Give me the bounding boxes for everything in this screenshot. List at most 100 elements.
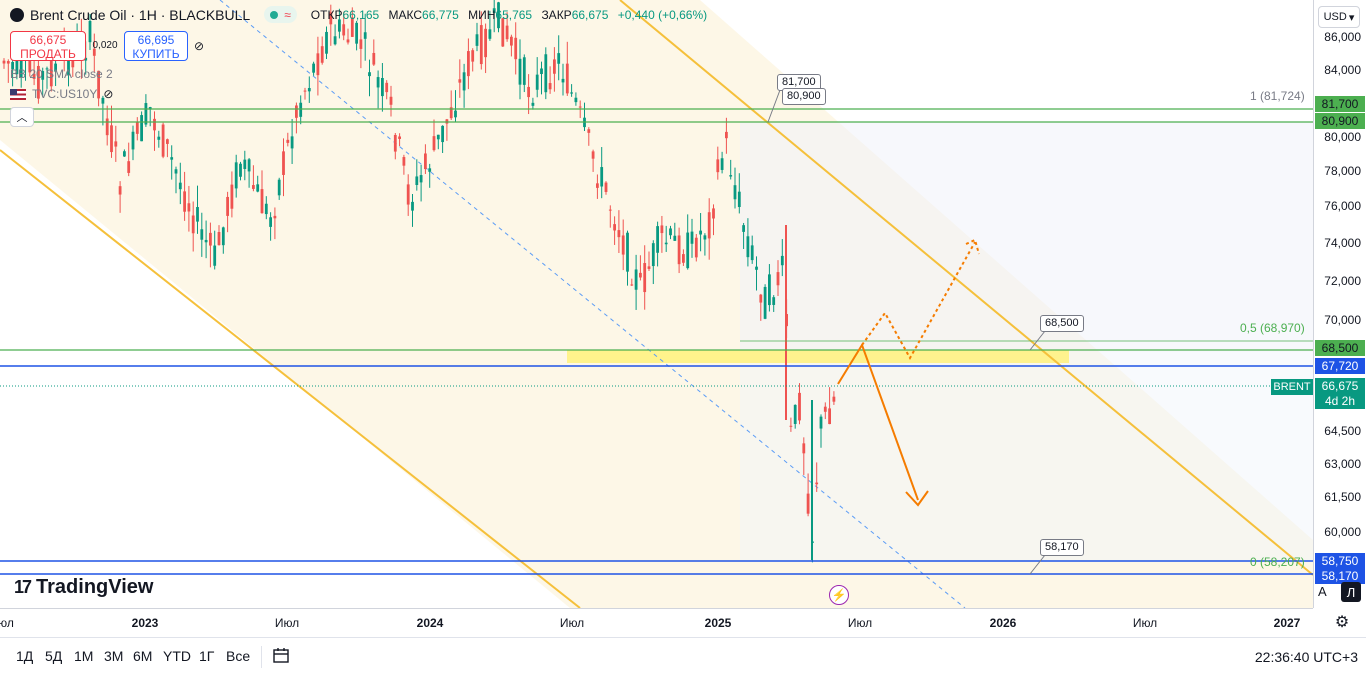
candle-body: [497, 2, 500, 29]
candle-body: [178, 182, 182, 190]
symbol-price-tag: BRENT: [1271, 379, 1313, 395]
wave-icon: ≈: [284, 7, 291, 22]
candle-body: [256, 184, 260, 192]
market-status-badge[interactable]: ≈: [264, 6, 297, 23]
tradingview-mark-icon: 17: [14, 577, 32, 597]
price-change: +0,440 (+0,66%): [617, 7, 708, 22]
time-tick: Июл: [274, 616, 300, 630]
candle-body: [574, 97, 578, 103]
candle-body: [247, 159, 251, 172]
toolbar-divider: [261, 646, 262, 668]
symbol-title[interactable]: Brent Crude Oil · 1H · BLACKBULL: [30, 6, 251, 23]
currency-button[interactable]: USD ▾: [1318, 6, 1360, 28]
candle-body: [105, 118, 109, 136]
settings-gear-icon[interactable]: ⚙: [1334, 614, 1350, 631]
callout-68500[interactable]: 68,500: [1040, 315, 1084, 332]
candle-body: [510, 36, 513, 46]
candle-body: [742, 225, 745, 232]
range-1y[interactable]: 1Г: [199, 648, 215, 664]
candle-body: [518, 58, 522, 85]
candle-body: [415, 176, 419, 185]
candle-body: [643, 263, 647, 293]
candle-body: [161, 124, 165, 157]
sell-button[interactable]: 66,675 ПРОДАТЬ: [10, 31, 86, 61]
candle-body: [647, 266, 651, 269]
candle-body: [617, 230, 621, 238]
indicator-us10y[interactable]: TVC:US10Y ⊘: [10, 87, 713, 101]
log-scale-button[interactable]: Л: [1341, 582, 1361, 602]
range-ytd[interactable]: YTD: [163, 648, 191, 664]
candle-body: [608, 209, 612, 211]
callout-pointer: [1029, 554, 1046, 575]
candle-body: [282, 151, 285, 175]
candle-body: [587, 129, 591, 133]
price-axis[interactable]: 86,00084,00082,50080,00078,00076,00074,0…: [1313, 0, 1366, 608]
indicator-bb[interactable]: BB 20 SMA close 2: [10, 67, 113, 81]
candle-body: [669, 228, 672, 236]
candle-body: [759, 294, 763, 303]
candle-body: [725, 131, 728, 139]
price-chart[interactable]: [0, 0, 1313, 608]
candle-body: [19, 56, 23, 77]
candle-body: [686, 232, 690, 269]
price-tick: 72,000: [1324, 274, 1361, 288]
candle-body: [505, 25, 509, 40]
us-flag-icon: [10, 88, 26, 100]
candle-body: [402, 157, 406, 166]
hide-eye-icon[interactable]: ⊘: [194, 39, 205, 53]
candle-body: [673, 235, 677, 241]
candle-body: [540, 68, 543, 75]
candle-body: [230, 184, 234, 209]
candle-body: [531, 102, 535, 106]
candle-body: [789, 425, 793, 427]
candle-body: [802, 443, 806, 454]
candle-body: [832, 396, 836, 402]
candle-body: [200, 229, 204, 240]
callout-80900[interactable]: 80,900: [782, 88, 826, 105]
hide-eye-icon[interactable]: ⊘: [103, 87, 114, 101]
candle-body: [148, 107, 152, 110]
calendar-range-icon[interactable]: [272, 646, 290, 664]
candle-body: [626, 232, 629, 272]
candle-body: [97, 70, 100, 99]
range-1d[interactable]: 1Д: [16, 648, 34, 664]
price-tick: 61,500: [1324, 490, 1361, 504]
buy-button[interactable]: 66,695 КУПИТЬ: [124, 31, 188, 61]
candle-body: [712, 208, 715, 219]
time-tick: 2025: [704, 616, 732, 630]
candle-body: [488, 29, 492, 39]
candle-body: [772, 297, 776, 305]
range-3m[interactable]: 3М: [104, 648, 124, 664]
candle-body: [338, 19, 341, 32]
clock[interactable]: 22:36:40 UTC+3: [1254, 649, 1358, 665]
time-tick: 2023: [131, 616, 159, 630]
candle-body: [411, 201, 414, 211]
candle-body: [385, 82, 389, 93]
auto-scale-button[interactable]: A: [1318, 584, 1327, 599]
candle-body: [28, 59, 32, 73]
candle-body: [264, 203, 268, 215]
time-axis[interactable]: юл 2023 Июл 2024 Июл 2025 Июл 2026 Июл 2027: [0, 608, 1313, 637]
candle-body: [424, 153, 427, 170]
price-tick: 60,000: [1324, 525, 1361, 539]
forecast-up-arrow: [861, 241, 976, 361]
candle-body: [209, 232, 212, 246]
callout-58170[interactable]: 58,170: [1040, 539, 1084, 556]
event-lightning-icon[interactable]: ⚡: [829, 585, 849, 605]
candle-body: [170, 157, 174, 160]
fib-level-0: 0 (58,207): [1250, 555, 1305, 569]
candle-body: [131, 131, 135, 150]
candle-body: [221, 227, 225, 246]
support-zone: [567, 350, 1069, 363]
candle-body: [303, 90, 307, 92]
candle-body: [355, 22, 358, 44]
chart-area[interactable]: Brent Crude Oil · 1H · BLACKBULL ≈ ОТКР6…: [0, 0, 1313, 608]
range-6m[interactable]: 6М: [133, 648, 153, 664]
collapse-legend-button[interactable]: ︿: [10, 107, 34, 127]
range-all[interactable]: Все: [226, 648, 251, 664]
range-5d[interactable]: 5Д: [45, 648, 63, 664]
candle-body: [153, 118, 156, 131]
candle-body: [32, 73, 36, 79]
range-1m[interactable]: 1М: [74, 648, 94, 664]
candle-body: [441, 125, 444, 143]
